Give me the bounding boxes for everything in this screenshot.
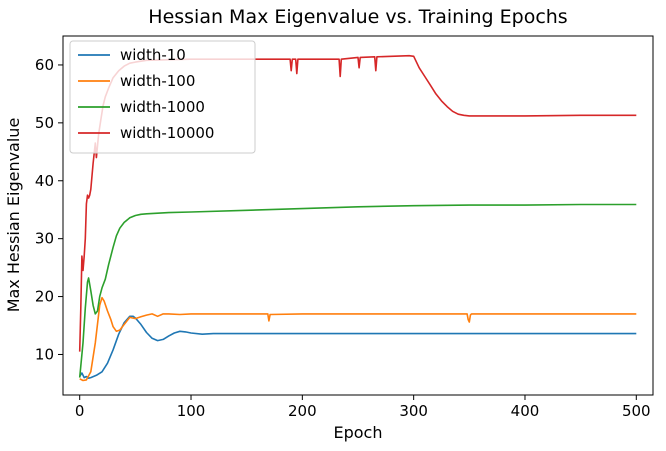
series-line-width-1000 xyxy=(78,203,637,378)
legend-label-width-10000: width-10000 xyxy=(120,124,214,142)
legend-label-width-10: width-10 xyxy=(120,46,186,64)
y-tick-label: 10 xyxy=(35,345,54,363)
series-line-width-10000 xyxy=(78,54,637,352)
x-tick-label: 0 xyxy=(75,402,85,420)
x-tick-label: 300 xyxy=(399,402,428,420)
legend-label-width-1000: width-1000 xyxy=(120,98,205,116)
series-layer xyxy=(78,54,637,382)
x-tick-label: 200 xyxy=(288,402,317,420)
y-tick-label: 60 xyxy=(35,56,54,74)
y-tick-label: 20 xyxy=(35,288,54,306)
series-line-width-10 xyxy=(79,315,637,379)
legend-box xyxy=(69,40,256,154)
chart-title: Hessian Max Eigenvalue vs. Training Epoc… xyxy=(148,6,567,28)
x-tick-label: 500 xyxy=(622,402,651,420)
x-axis: 0 100 200 300 400 500 xyxy=(75,395,651,420)
y-tick-label: 30 xyxy=(35,230,54,248)
x-tick-label: 100 xyxy=(177,402,206,420)
legend: width-10 width-100 width-1000 width-10000 xyxy=(69,40,256,154)
y-tick-label: 50 xyxy=(35,114,54,132)
y-axis: 10 20 30 40 50 60 xyxy=(35,56,63,363)
y-tick-label: 40 xyxy=(35,172,54,190)
x-tick-label: 400 xyxy=(511,402,540,420)
legend-label-width-100: width-100 xyxy=(120,72,195,90)
y-axis-label: Max Hessian Eigenvalue xyxy=(4,118,23,313)
series-line-width-100 xyxy=(79,296,637,382)
plot-frame xyxy=(62,35,654,396)
x-axis-label: Epoch xyxy=(334,423,383,442)
